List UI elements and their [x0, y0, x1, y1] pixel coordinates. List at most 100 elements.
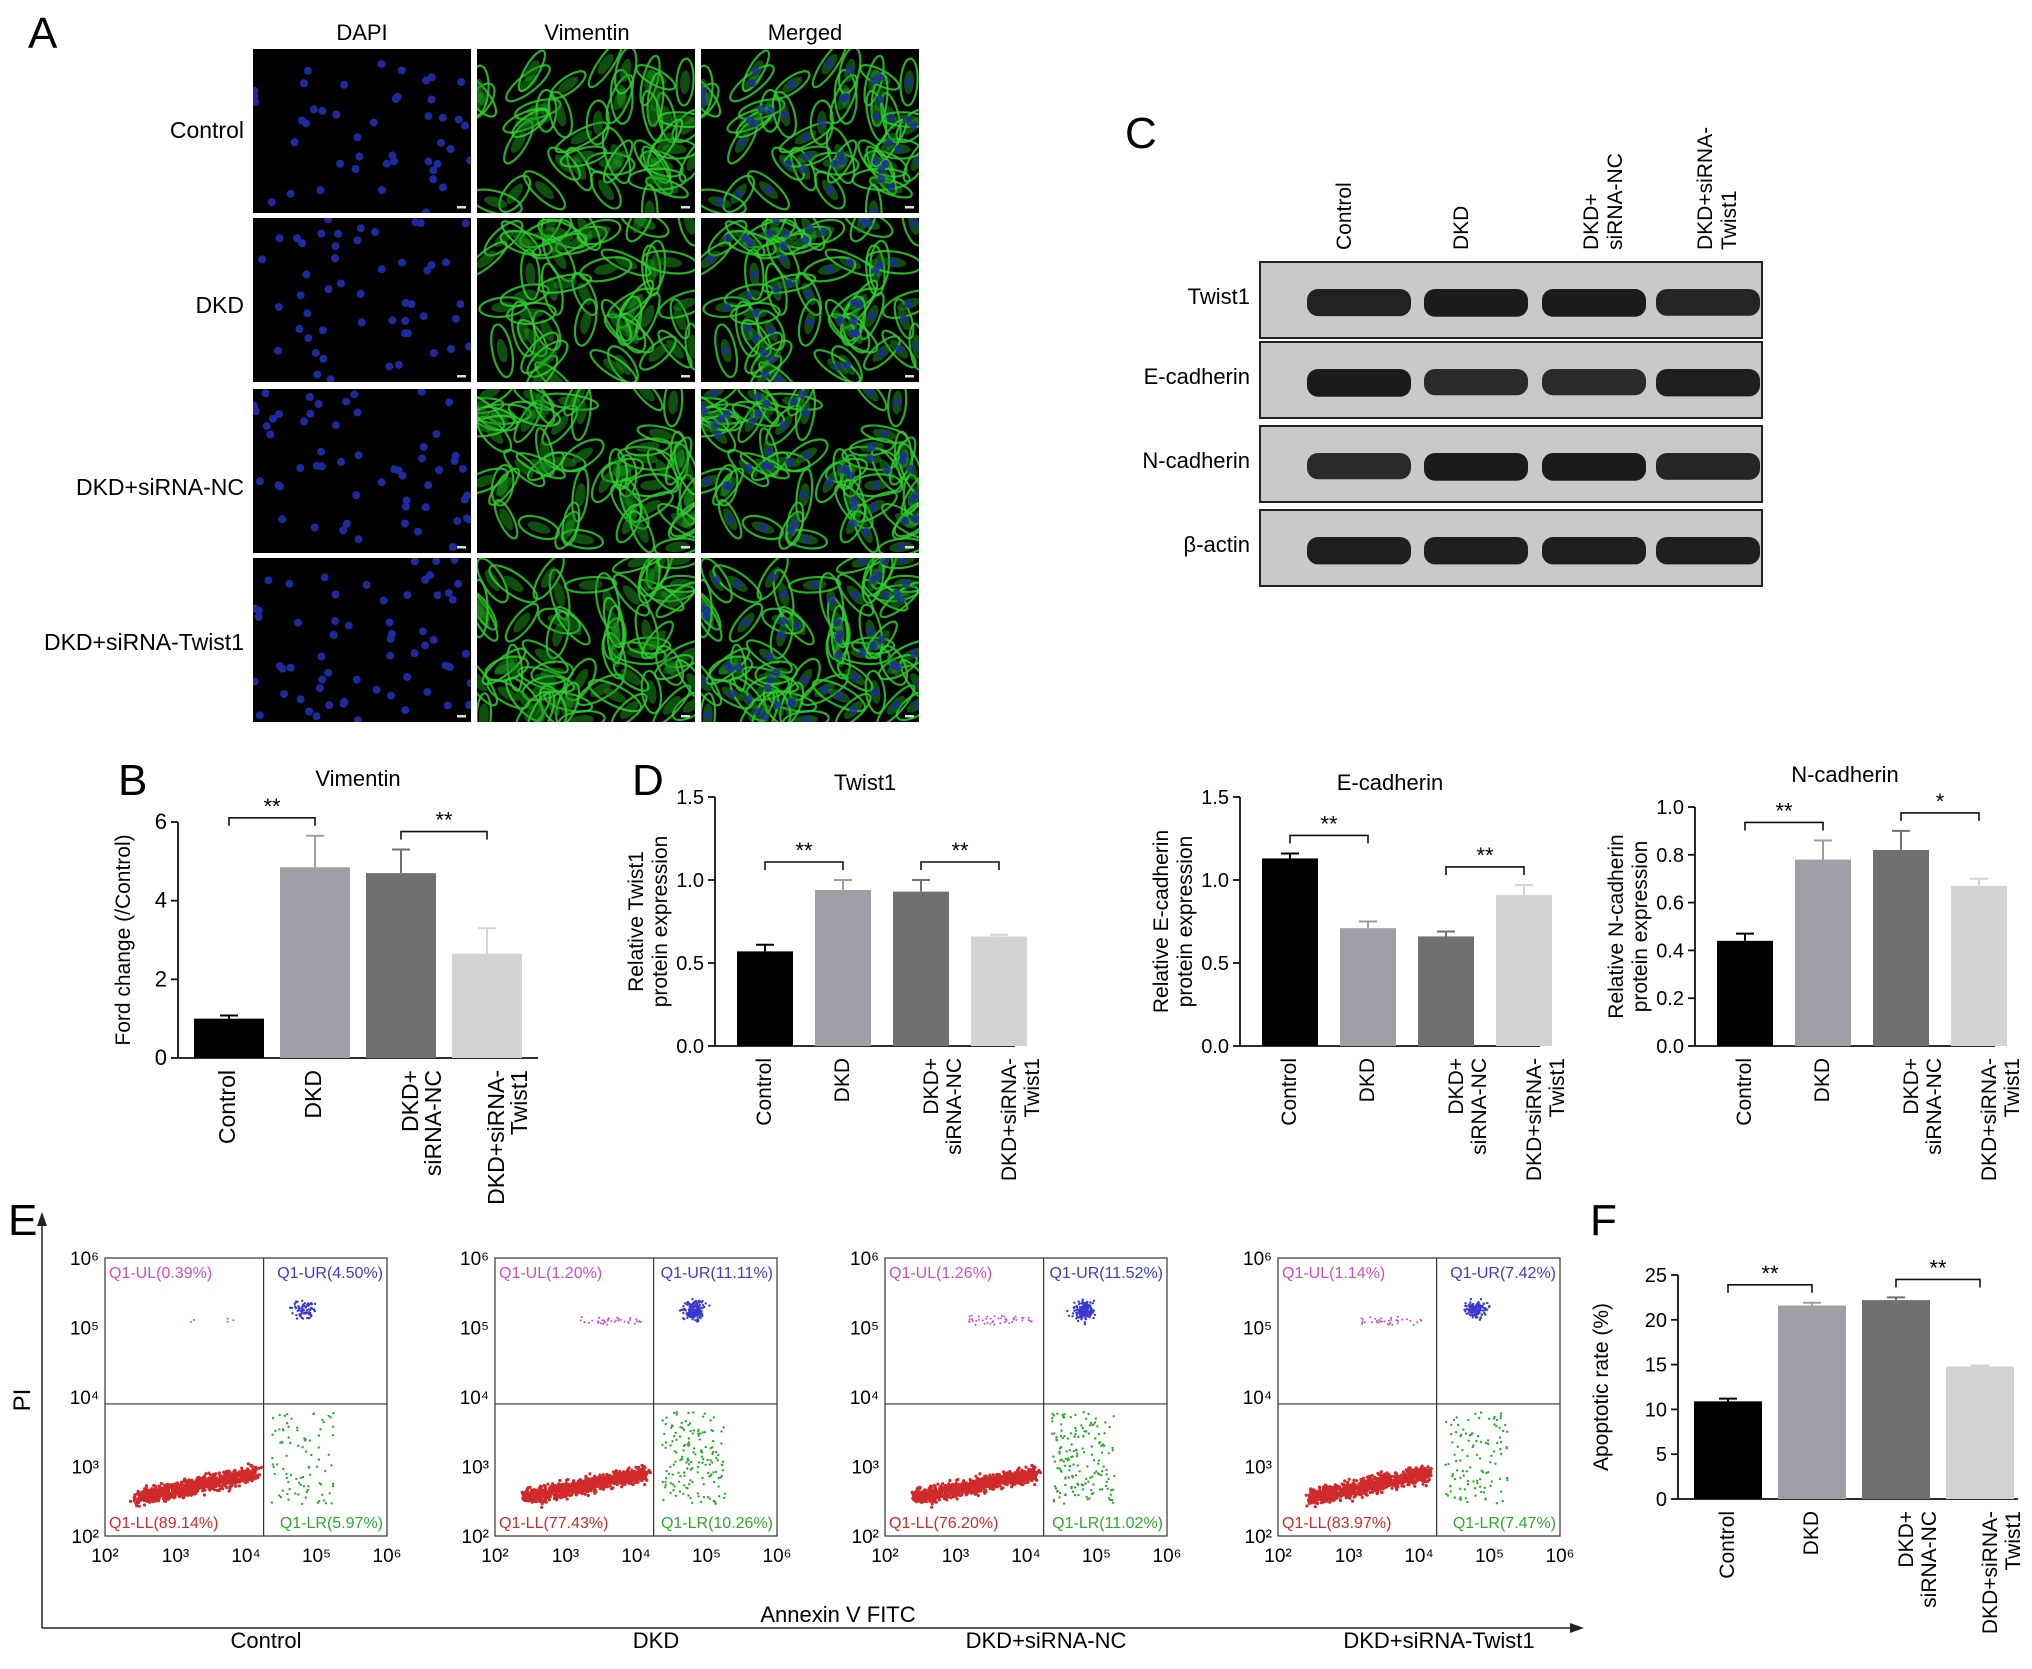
panel-label-e: E: [8, 1196, 37, 1245]
y-tick-label: 10⁵: [70, 1319, 99, 1340]
y-tick-label: 10⁵: [460, 1319, 489, 1340]
nucleus: [838, 465, 846, 473]
nucleus: [418, 388, 426, 396]
quadrant-label-ll: Q1-LL(77.43%): [499, 1515, 608, 1532]
blot-band: [1424, 537, 1528, 564]
nucleus: [881, 591, 889, 599]
y-tick-label: 10⁴: [460, 1388, 489, 1409]
nucleus: [394, 93, 402, 101]
x-tick-label: 10⁴: [1404, 1546, 1433, 1567]
micrograph-dapi-row-1: [250, 49, 474, 216]
nucleus: [751, 309, 759, 317]
nucleus: [897, 596, 905, 604]
nucleus: [866, 454, 874, 462]
panel-a-immunofluorescence: DAPI Vimentin Merged Control DKD DKD+siR…: [44, 20, 947, 744]
y-tick-label: 0.2: [1656, 988, 1684, 1010]
nucleus: [712, 576, 720, 584]
nucleus: [862, 528, 870, 536]
nucleus: [424, 157, 432, 165]
flow-plots: 10²10²10³10³10⁴10⁴10⁵10⁵10⁶10⁶Q1-UL(0.39…: [70, 1249, 1575, 1653]
bar: [1951, 886, 2007, 1046]
nucleus: [275, 303, 283, 311]
bar: [1418, 936, 1474, 1046]
nucleus: [422, 208, 430, 216]
nucleus: [276, 234, 284, 242]
nucleus: [439, 183, 447, 191]
nucleus: [899, 457, 907, 465]
nucleus: [892, 701, 900, 709]
blot-band: [1542, 537, 1646, 564]
nucleus: [870, 208, 878, 216]
nucleus: [805, 224, 813, 232]
nucleus: [834, 618, 842, 626]
bar: [1778, 1305, 1846, 1499]
nucleus: [453, 517, 461, 525]
nucleus: [276, 483, 284, 491]
nucleus: [772, 285, 780, 293]
nucleus: [317, 652, 325, 660]
nucleus: [801, 676, 809, 684]
significance-bracket: [1896, 1279, 1980, 1287]
nucleus: [386, 618, 394, 626]
x-tick-label: 10²: [91, 1546, 118, 1567]
nucleus: [385, 363, 393, 371]
y-axis-label: Apoptotic rate (%): [1590, 1303, 1613, 1471]
quadrant-label-ul: Q1-UL(1.14%): [1282, 1265, 1385, 1282]
nucleus: [769, 573, 777, 581]
nucleus: [785, 458, 793, 466]
blot-band: [1307, 453, 1411, 479]
nucleus: [268, 198, 276, 206]
nucleus: [885, 139, 893, 147]
nucleus: [390, 465, 398, 473]
y-tick-label: 6: [155, 809, 167, 834]
nucleus: [429, 636, 437, 644]
quadrant-label-ul: Q1-UL(1.26%): [889, 1265, 992, 1282]
blot-band: [1424, 369, 1528, 395]
nucleus: [467, 679, 475, 687]
nucleus: [801, 408, 809, 416]
chart-title: E-cadherin: [1337, 770, 1443, 795]
nucleus: [250, 87, 258, 95]
nucleus: [907, 465, 915, 473]
micrograph-background: [253, 218, 471, 382]
nucleus: [377, 60, 385, 68]
blot-label: N-cadherin: [1142, 448, 1250, 473]
x-tick-label: Control: [214, 1070, 240, 1144]
nucleus: [363, 581, 371, 589]
nucleus: [851, 673, 859, 681]
nucleus: [700, 407, 708, 415]
nucleus: [418, 454, 426, 462]
nucleus: [851, 496, 859, 504]
nucleus: [793, 622, 801, 630]
blot-row: Twist1: [1188, 262, 1762, 338]
nucleus: [779, 242, 787, 250]
nucleus: [779, 254, 787, 262]
x-tick-label: 10³: [1335, 1546, 1362, 1567]
y-tick-label: 25: [1645, 1265, 1667, 1287]
nucleus: [422, 503, 430, 511]
nucleus: [420, 443, 428, 451]
nucleus: [744, 464, 752, 472]
nucleus: [371, 228, 379, 236]
nucleus: [913, 343, 921, 351]
nucleus: [430, 349, 438, 357]
nucleus: [803, 535, 811, 543]
y-tick-label: 4: [155, 888, 167, 913]
x-tick-label: 10⁴: [231, 1546, 260, 1567]
nucleus: [300, 79, 308, 87]
nucleus: [256, 477, 264, 485]
panel-label-b: B: [118, 756, 147, 805]
nucleus: [890, 661, 898, 669]
nucleus: [294, 619, 302, 627]
nucleus: [877, 175, 885, 183]
nucleus: [735, 664, 743, 672]
quadrant-label-lr: Q1-LR(10.26%): [661, 1515, 773, 1532]
nucleus: [876, 261, 884, 269]
nucleus: [388, 316, 396, 324]
nucleus: [728, 690, 736, 698]
y-axis-label: Relative E-cadherinprotein expression: [1150, 830, 1197, 1013]
y-tick-label: 10⁶: [70, 1249, 99, 1270]
